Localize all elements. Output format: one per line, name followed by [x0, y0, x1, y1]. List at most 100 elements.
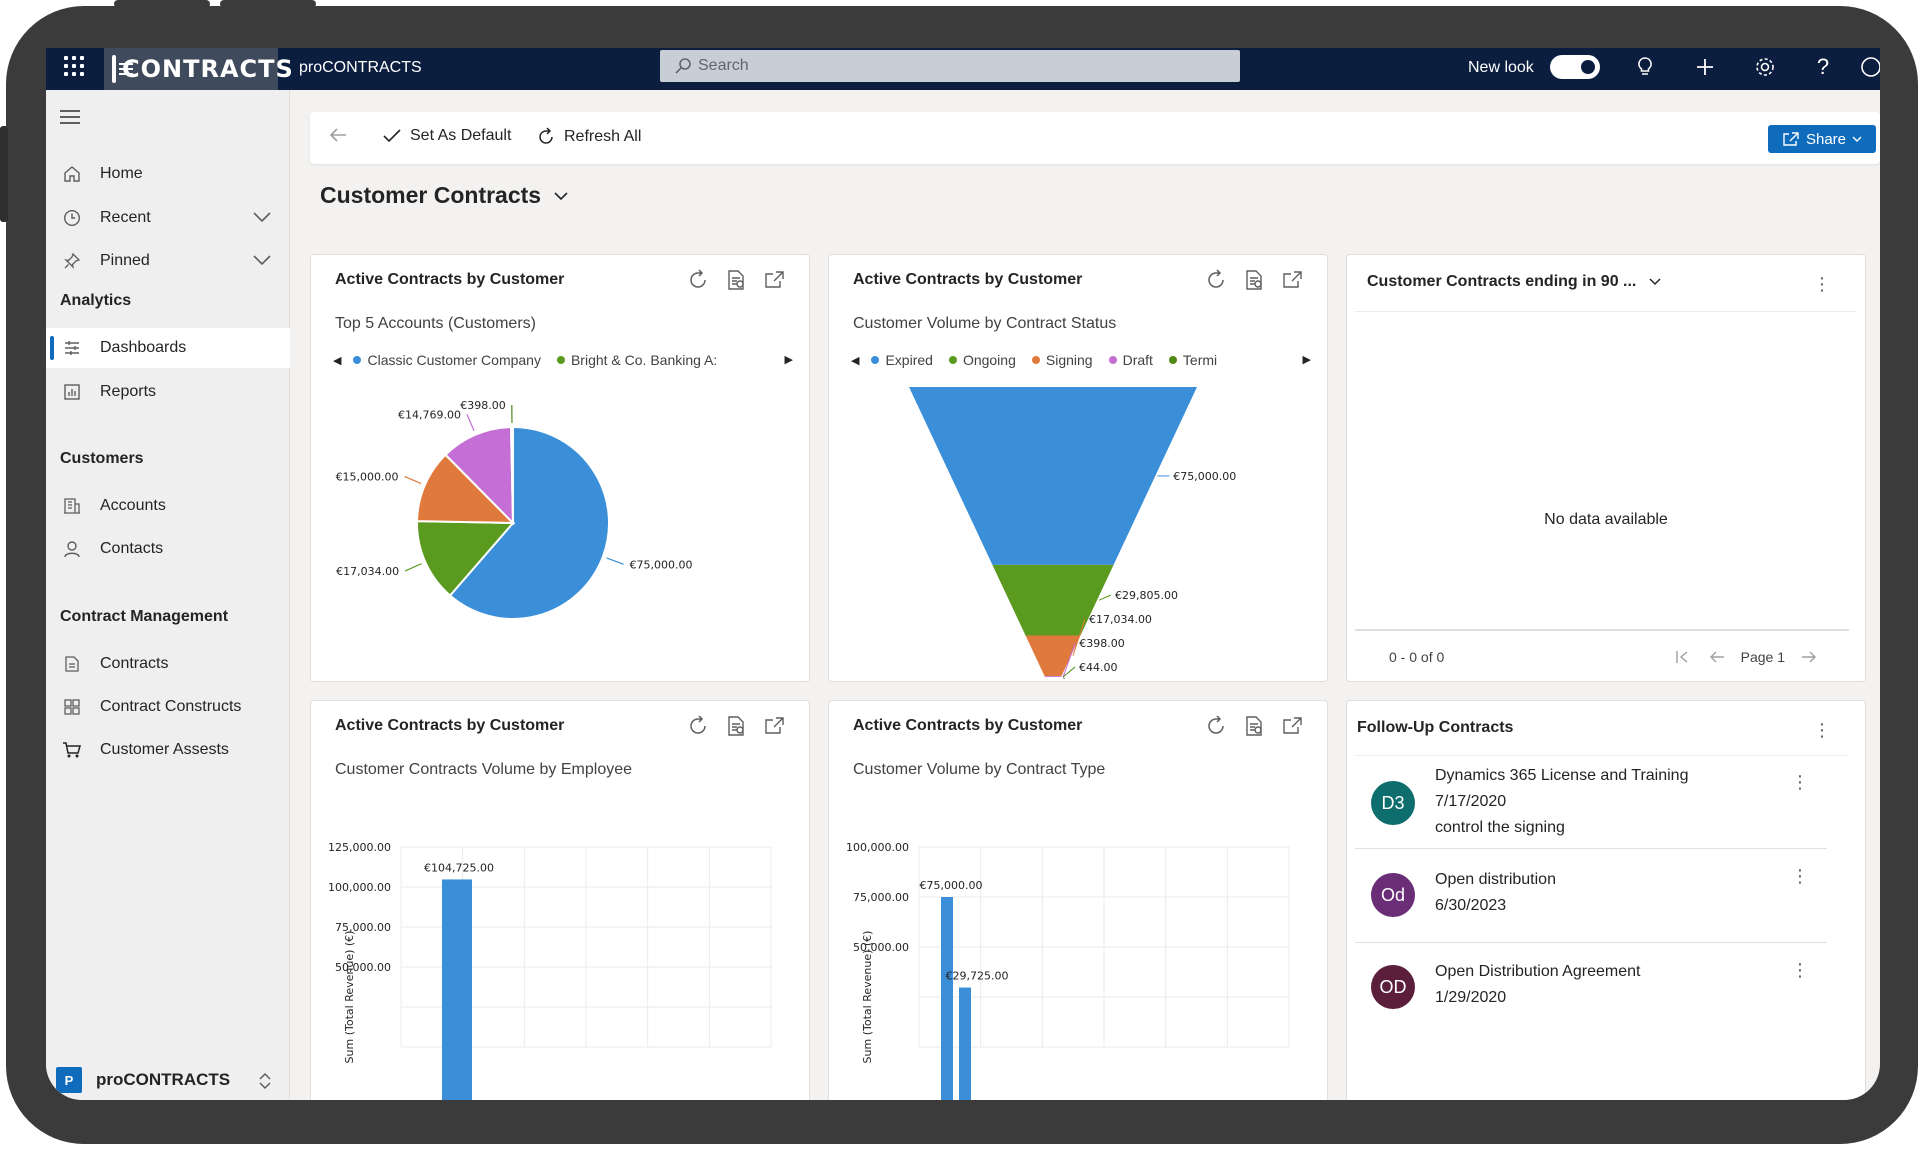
refresh-icon[interactable]	[1205, 269, 1227, 291]
nav-item-contract-constructs[interactable]: Contract Constructs	[46, 687, 290, 727]
gear-icon[interactable]	[1752, 54, 1778, 80]
card-title: Follow-Up Contracts	[1357, 719, 1514, 736]
search-input[interactable]: Search	[660, 50, 1240, 82]
list-item[interactable]: D3 Dynamics 365 License and Training 7/1…	[1355, 757, 1827, 849]
funnel-leader-line	[1098, 594, 1112, 601]
profile-icon[interactable]	[1858, 54, 1880, 80]
first-page-icon[interactable]	[1675, 650, 1689, 664]
hamburger-menu-icon[interactable]	[60, 110, 80, 124]
legend-next-icon[interactable]: ▶	[784, 354, 793, 366]
area-badge: P	[56, 1067, 82, 1093]
nav-item-label: Contract Constructs	[100, 698, 242, 715]
legend-item[interactable]: Signing	[1031, 352, 1093, 368]
legend-next-icon[interactable]: ▶	[1302, 354, 1311, 366]
legend-label: Draft	[1122, 352, 1153, 368]
nav-item-customer-assests[interactable]: Customer Assests	[46, 730, 290, 770]
refresh-icon[interactable]	[687, 715, 709, 737]
list-item-text: Dynamics 365 License and Training 7/17/2…	[1435, 763, 1688, 841]
back-arrow-icon[interactable]	[328, 126, 348, 150]
app-name[interactable]: proCONTRACTS	[299, 59, 422, 76]
new-look-label: New look	[1468, 59, 1534, 76]
nav-item-label: Recent	[100, 209, 151, 226]
pie-slice	[444, 425, 515, 526]
legend-prev-icon[interactable]: ◀	[333, 354, 342, 367]
y-tick-label: 75,000.00	[853, 891, 909, 904]
expand-icon[interactable]	[763, 269, 785, 291]
item-more-options-icon[interactable]: ⋮	[1791, 772, 1809, 792]
nav-item-dashboards[interactable]: Dashboards	[46, 328, 290, 368]
nav-item-contacts[interactable]: Contacts	[46, 529, 290, 569]
y-axis-label: Sum (Total Revenue) (€)	[861, 931, 874, 1064]
legend-label: Termi	[1182, 352, 1218, 368]
card-toolbar	[1205, 715, 1303, 737]
legend-label: Bright & Co. Banking A:	[570, 352, 718, 368]
more-options-icon[interactable]: ⋮	[1813, 274, 1831, 294]
legend-item[interactable]: Termi	[1168, 352, 1218, 368]
set-as-default-button[interactable]: Set As Default	[382, 127, 511, 145]
legend-item[interactable]: Expired	[871, 352, 933, 368]
nav-group-analytics: Analytics	[60, 292, 132, 309]
funnel-leader-line	[1062, 642, 1076, 677]
card-toolbar	[687, 715, 785, 737]
next-page-icon[interactable]	[1801, 650, 1817, 664]
refresh-all-button[interactable]: Refresh All	[536, 127, 641, 147]
item-title: Open Distribution Agreement	[1435, 963, 1641, 980]
list-item-text: Open distribution 6/30/2023	[1435, 867, 1556, 919]
new-look-toggle[interactable]	[1550, 55, 1600, 79]
legend-dot	[1031, 356, 1040, 364]
legend-item[interactable]: Bright & Co. Banking A:	[556, 352, 718, 368]
view-selector[interactable]: Customer Contracts ending in 90 ...	[1367, 273, 1662, 291]
pie-slice	[416, 520, 516, 597]
share-label: Share	[1805, 130, 1847, 148]
nav-item-recent[interactable]: Recent	[46, 198, 290, 238]
nav-item-accounts[interactable]: Accounts	[46, 486, 290, 526]
chart-subtitle: Customer Contracts Volume by Employee	[335, 761, 633, 778]
item-more-options-icon[interactable]: ⋮	[1791, 960, 1809, 980]
nav-item-home[interactable]: Home	[46, 154, 290, 194]
legend-item[interactable]: Draft	[1108, 352, 1153, 368]
card-title: Active Contracts by Customer	[335, 271, 565, 288]
card-toolbar	[1205, 269, 1303, 291]
legend-item[interactable]: Classic Customer Company	[353, 352, 541, 368]
view-records-icon[interactable]	[725, 269, 747, 291]
view-records-icon[interactable]	[1243, 269, 1265, 291]
app-launcher-icon[interactable]	[64, 56, 84, 76]
funnel-leader-line	[1072, 618, 1086, 656]
nav-item-label: Dashboards	[100, 339, 187, 356]
refresh-icon[interactable]	[1205, 715, 1227, 737]
refresh-icon[interactable]	[687, 269, 709, 291]
item-more-options-icon[interactable]: ⋮	[1791, 866, 1809, 886]
share-button[interactable]: Share	[1768, 125, 1876, 153]
chevron-down-icon[interactable]	[252, 253, 272, 267]
legend-label: Signing	[1045, 352, 1093, 368]
more-options-icon[interactable]: ⋮	[1813, 720, 1831, 740]
view-records-icon[interactable]	[1243, 715, 1265, 737]
help-icon[interactable]: ?	[1816, 54, 1830, 79]
plus-icon[interactable]	[1692, 54, 1718, 80]
area-switcher[interactable]: P proCONTRACTS	[46, 1060, 290, 1100]
pin-icon	[62, 251, 82, 271]
refresh-icon	[539, 127, 553, 144]
card-volume-by-contract-type: Active Contracts by Customer Customer Vo…	[828, 700, 1328, 1100]
legend-item[interactable]: Ongoing	[948, 352, 1016, 368]
expand-icon[interactable]	[1281, 269, 1303, 291]
chevron-down-icon[interactable]	[252, 210, 272, 224]
card-title: Active Contracts by Customer	[853, 717, 1083, 734]
expand-icon[interactable]	[763, 715, 785, 737]
nav-item-reports[interactable]: Reports	[46, 372, 290, 412]
y-tick-label: 50,000.00	[853, 941, 909, 954]
set-as-default-label: Set As Default	[410, 127, 512, 144]
app-screen: CONTRACTS proCONTRACTS Search New look ?…	[46, 48, 1880, 1100]
document-icon	[62, 654, 82, 674]
view-records-icon[interactable]	[725, 715, 747, 737]
nav-item-pinned[interactable]: Pinned	[46, 241, 290, 281]
brand-logo[interactable]: CONTRACTS	[104, 48, 293, 90]
expand-icon[interactable]	[1281, 715, 1303, 737]
list-item[interactable]: OD Open Distribution Agreement 1/29/2020…	[1355, 945, 1827, 1037]
previous-page-icon[interactable]	[1709, 650, 1725, 664]
lightbulb-icon[interactable]	[1632, 54, 1658, 80]
legend-prev-icon[interactable]: ◀	[851, 354, 860, 367]
list-item[interactable]: Od Open distribution 6/30/2023 ⋮	[1355, 851, 1827, 943]
page-title[interactable]: Customer Contracts	[320, 182, 569, 209]
nav-item-contracts[interactable]: Contracts	[46, 644, 290, 684]
